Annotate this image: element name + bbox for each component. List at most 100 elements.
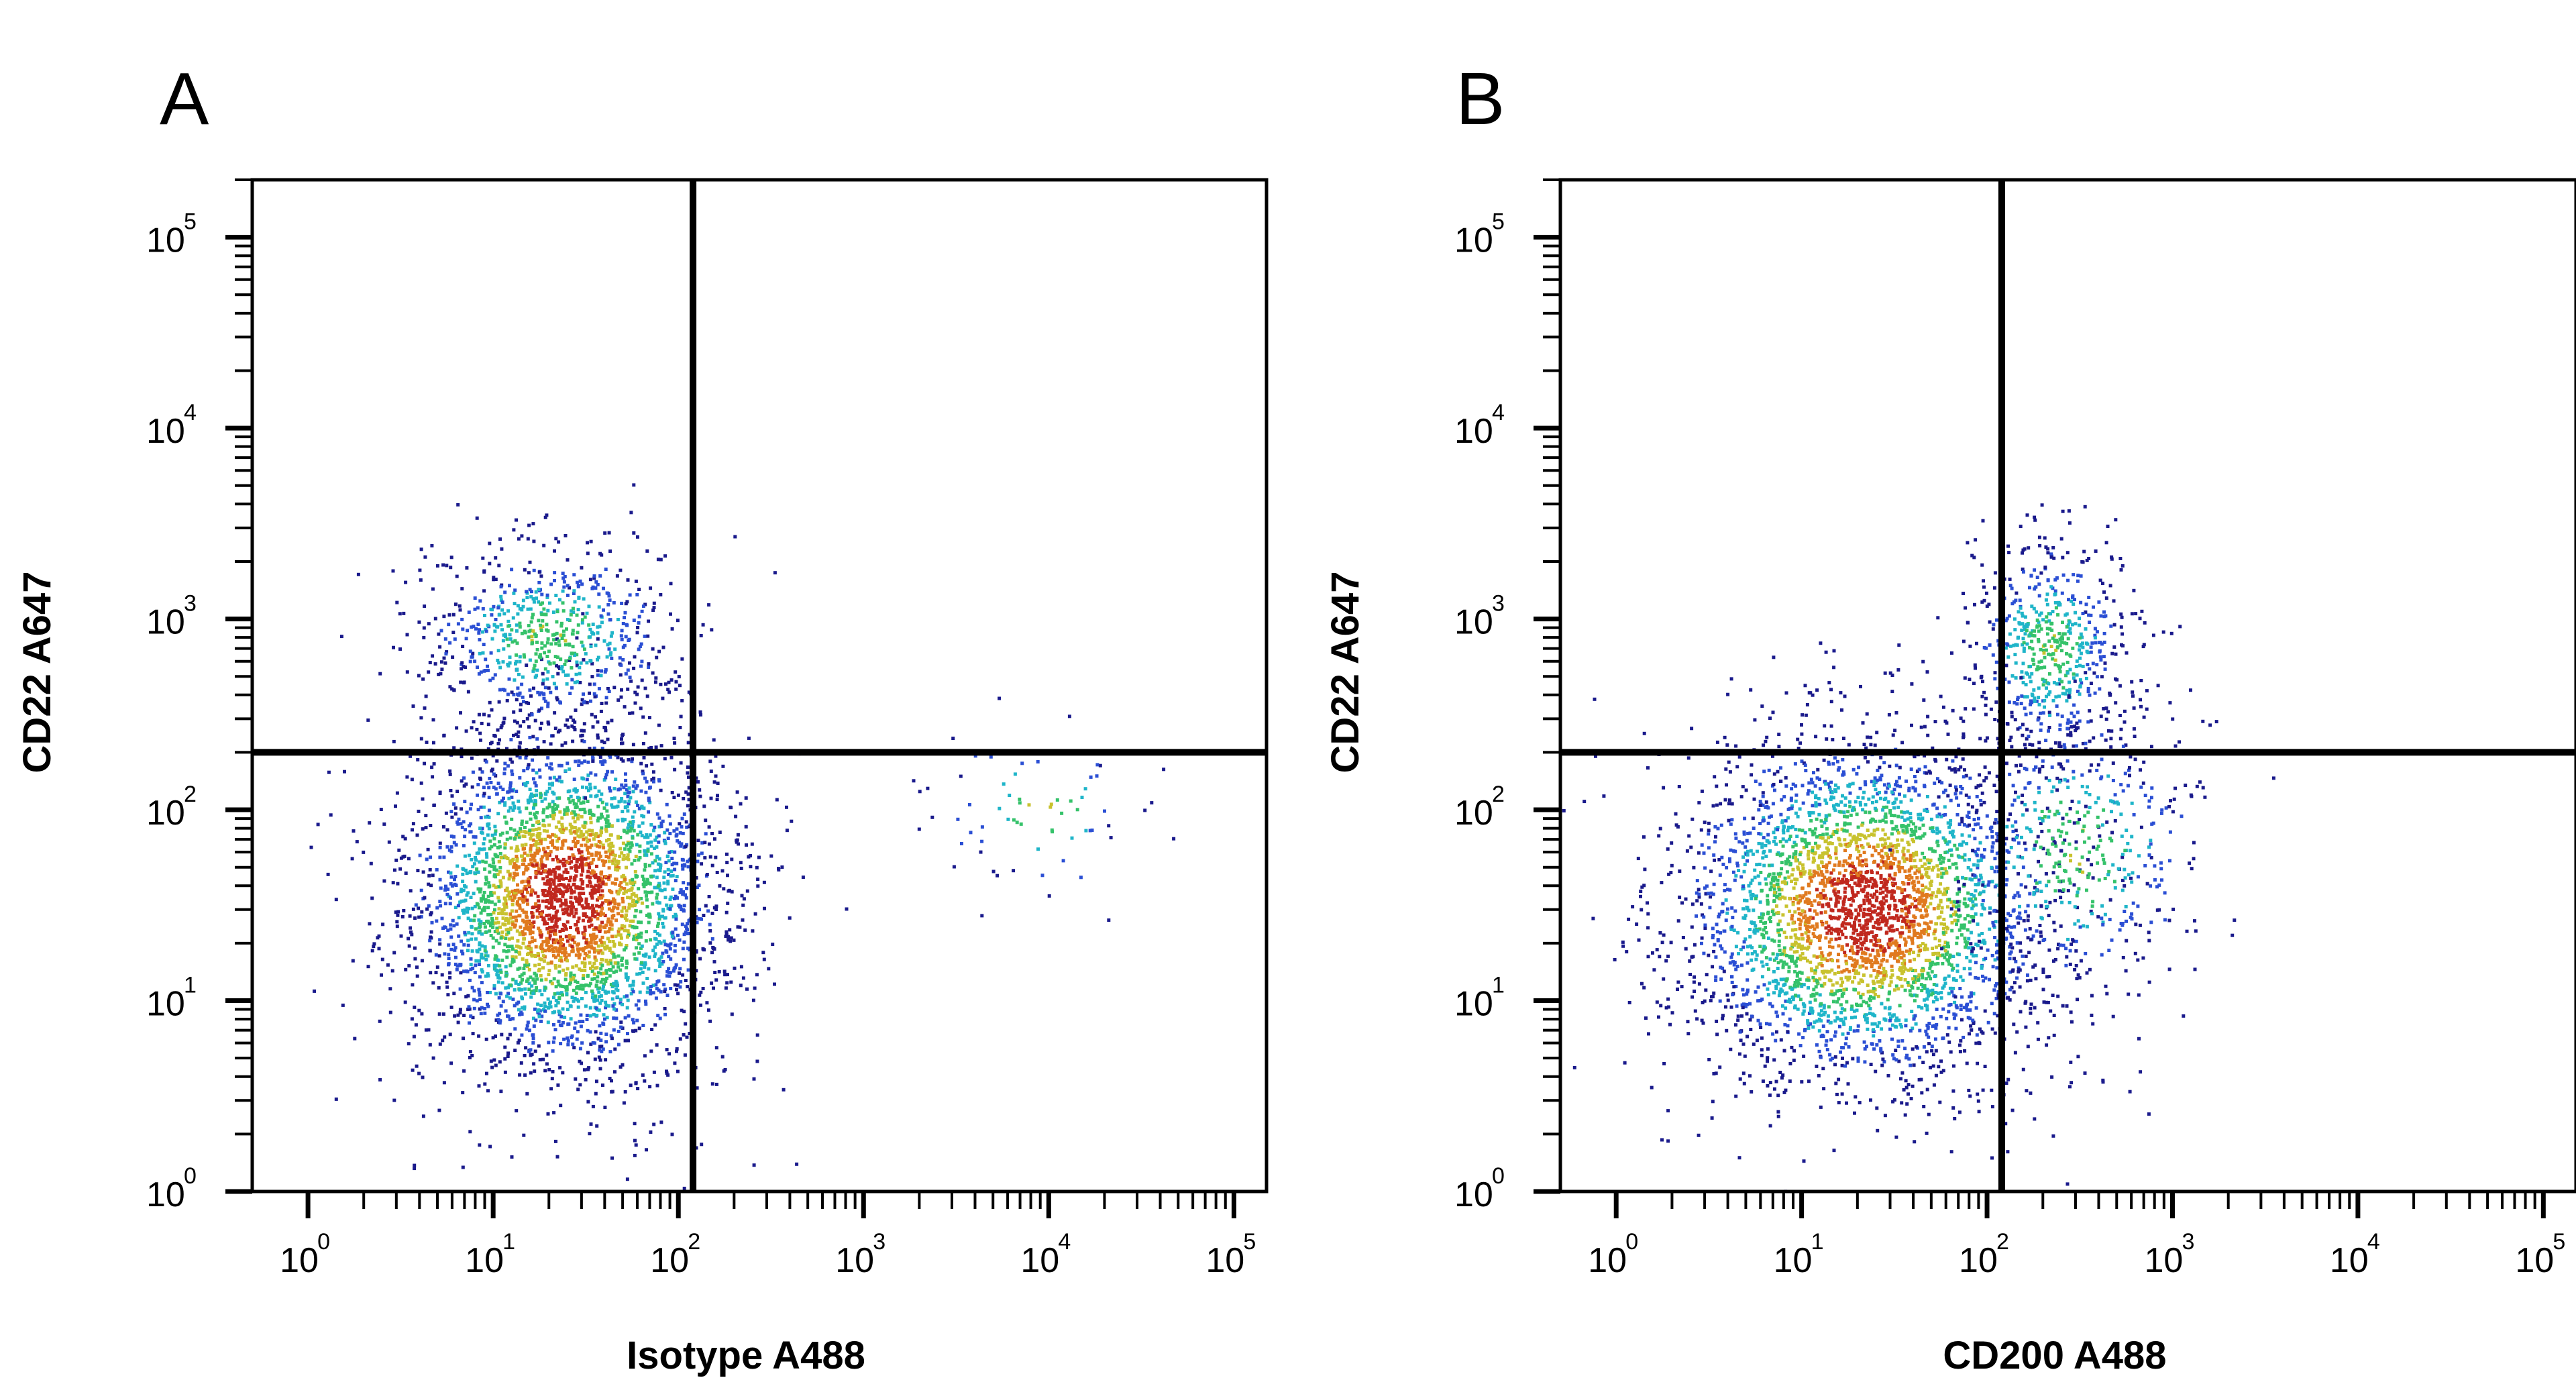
event-dot <box>534 843 538 847</box>
event-dot <box>614 863 618 867</box>
event-dot <box>574 886 578 890</box>
event-dot <box>574 1021 578 1025</box>
event-dot <box>566 1036 570 1040</box>
event-dot <box>419 737 423 741</box>
event-dot <box>541 954 545 958</box>
event-dot <box>658 933 661 937</box>
event-dot <box>651 671 655 675</box>
event-dot <box>1833 863 1837 867</box>
event-dot <box>527 968 531 971</box>
event-dot <box>572 611 576 615</box>
event-dot <box>530 1053 534 1057</box>
event-dot <box>575 660 579 664</box>
event-dot <box>514 950 518 953</box>
event-dot <box>533 1049 537 1053</box>
event-dot <box>478 628 481 632</box>
event-dot <box>596 637 600 641</box>
event-dot <box>2015 941 2019 945</box>
event-dot <box>392 739 396 743</box>
event-dot <box>623 792 627 796</box>
event-dot <box>589 1042 593 1046</box>
event-dot <box>533 851 537 855</box>
event-dot <box>649 844 653 848</box>
event-dot <box>498 785 502 789</box>
event-dot <box>1069 799 1073 803</box>
event-dot <box>610 824 614 828</box>
event-dot <box>552 893 556 896</box>
event-dot <box>686 792 690 796</box>
event-dot <box>492 576 496 580</box>
event-dot <box>669 755 674 759</box>
event-dot <box>1741 945 1746 949</box>
event-dot <box>1827 854 1831 858</box>
event-dot <box>654 676 658 680</box>
event-dot <box>587 984 591 988</box>
event-dot <box>1849 839 1854 843</box>
event-dot <box>588 865 592 869</box>
event-dot <box>678 967 682 971</box>
event-dot <box>584 990 588 994</box>
event-dot <box>537 600 541 604</box>
event-dot <box>631 919 635 923</box>
event-dot <box>557 947 561 951</box>
event-dot <box>446 993 450 997</box>
event-dot <box>610 656 614 660</box>
event-dot <box>423 761 426 765</box>
event-dot <box>727 938 731 942</box>
event-dot <box>559 899 563 903</box>
event-dot <box>523 629 527 633</box>
event-dot <box>472 625 476 629</box>
event-dot <box>686 741 690 745</box>
event-dot <box>574 911 578 915</box>
event-dot <box>635 692 639 696</box>
event-dot <box>490 833 494 837</box>
event-dot <box>603 670 607 674</box>
event-dot <box>468 978 472 982</box>
event-dot <box>463 835 467 839</box>
event-dot <box>597 789 601 793</box>
event-dot <box>674 927 678 931</box>
event-dot <box>529 620 533 624</box>
event-dot <box>585 861 589 865</box>
event-dot <box>482 842 486 846</box>
event-dot <box>1972 828 1976 832</box>
event-dot <box>645 990 649 994</box>
event-dot <box>508 873 512 877</box>
event-dot <box>548 885 552 889</box>
event-dot <box>544 792 548 796</box>
event-dot <box>515 845 519 849</box>
event-dot <box>669 582 673 586</box>
event-dot <box>564 723 568 727</box>
event-dot <box>428 661 432 665</box>
event-dot <box>561 857 566 861</box>
event-dot <box>508 757 513 761</box>
event-dot <box>1670 841 1674 845</box>
y-tick-label-exponent: 2 <box>184 782 197 807</box>
event-dot <box>380 973 383 977</box>
event-dot <box>535 820 539 824</box>
event-dot <box>602 912 605 916</box>
event-dot <box>2021 865 2025 869</box>
event-dot <box>504 912 508 916</box>
event-dot <box>601 901 605 905</box>
event-dot <box>500 912 504 916</box>
event-dot <box>698 794 702 798</box>
event-dot <box>559 892 563 896</box>
event-dot <box>1075 808 1079 812</box>
event-dot <box>508 861 513 865</box>
event-dot <box>523 568 527 572</box>
event-dot <box>568 643 572 647</box>
event-dot <box>539 914 543 918</box>
event-dot <box>625 600 629 604</box>
event-dot <box>489 934 493 937</box>
event-dot <box>372 942 376 946</box>
event-dot <box>557 950 561 953</box>
event-dot <box>608 890 612 894</box>
event-dot <box>659 955 663 959</box>
event-dot <box>433 662 437 666</box>
event-dot <box>452 924 456 928</box>
event-dot <box>462 943 466 947</box>
event-dot <box>541 810 545 814</box>
event-dot <box>536 832 540 836</box>
